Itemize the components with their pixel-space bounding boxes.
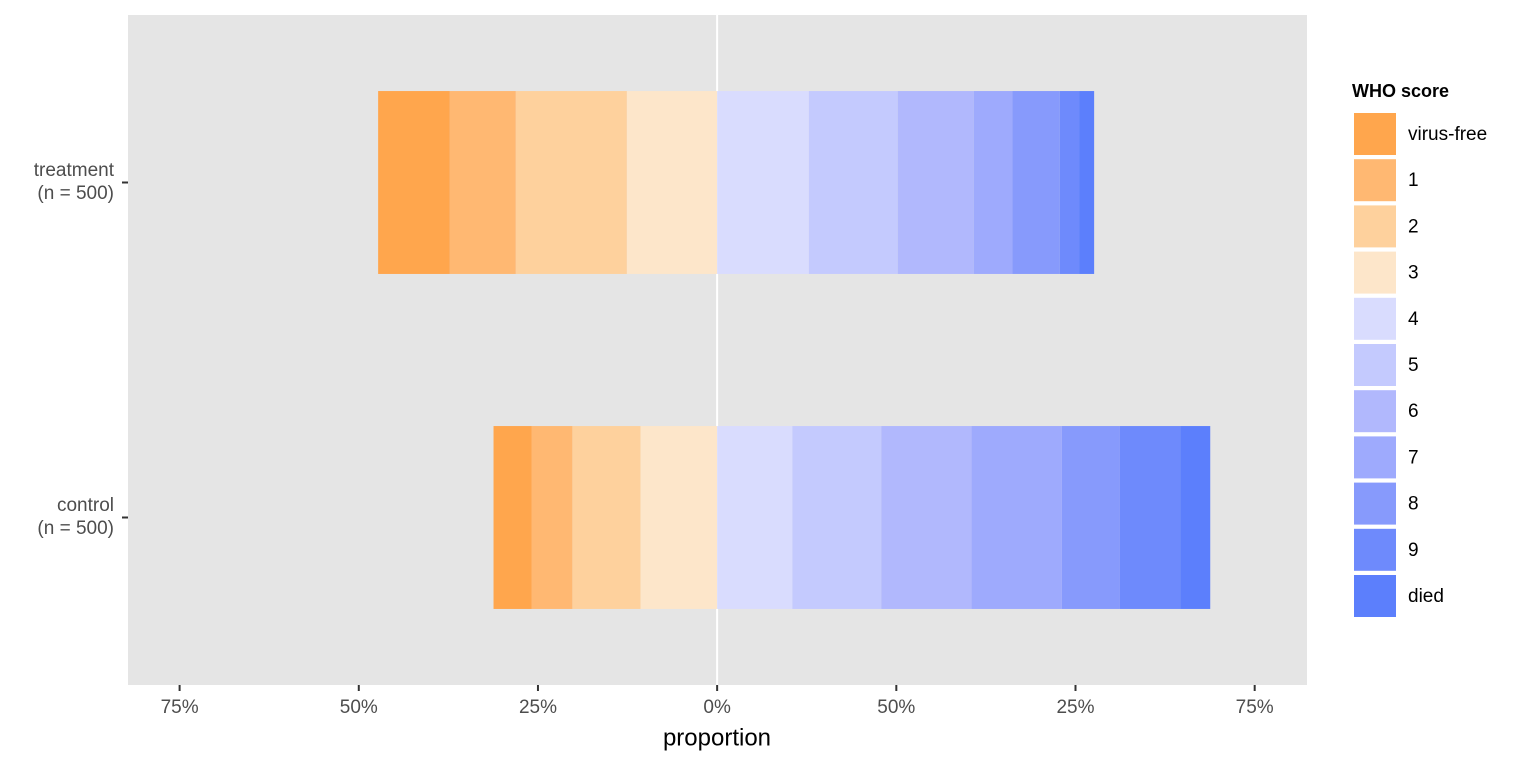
legend-key	[1352, 573, 1398, 619]
y-tick-label: control (n = 500)	[37, 495, 114, 539]
x-axis-title: proportion	[663, 724, 771, 751]
bar-segment	[1012, 91, 1060, 274]
bar-segment	[897, 91, 974, 274]
legend-key	[1352, 480, 1398, 527]
bar-segment	[973, 91, 1013, 274]
legend-label: 3	[1408, 263, 1419, 284]
bar-segment	[717, 91, 809, 274]
bar-segment	[971, 426, 1062, 609]
legend-key	[1352, 111, 1398, 157]
legend-label: 6	[1408, 401, 1419, 422]
x-tick-label: 75%	[1236, 697, 1274, 718]
legend-label: 1	[1408, 170, 1419, 191]
x-tick-label: 50%	[877, 697, 915, 718]
legend-key	[1352, 295, 1398, 342]
bar-segment	[792, 426, 882, 609]
bar-segment	[1061, 426, 1120, 609]
legend-key	[1352, 249, 1398, 296]
bar-segment	[531, 426, 573, 609]
legend-title: WHO score	[1352, 81, 1449, 101]
bar-segment	[1059, 91, 1080, 274]
bar-segment	[515, 91, 627, 274]
x-tick-label: 25%	[519, 697, 557, 718]
legend-label: 5	[1408, 355, 1419, 376]
legend-key	[1352, 342, 1398, 388]
legend-label: died	[1408, 586, 1444, 607]
x-tick-label: 75%	[161, 697, 199, 718]
legend-key	[1352, 388, 1398, 435]
legend-label: 4	[1408, 309, 1419, 330]
bar-segment	[881, 426, 972, 609]
legend-label: 8	[1408, 494, 1419, 515]
legend-key	[1352, 434, 1398, 481]
bar-segment	[572, 426, 641, 609]
bar-segment	[1079, 91, 1095, 274]
x-tick-label: 50%	[340, 697, 378, 718]
legend-label: virus-free	[1408, 124, 1487, 145]
bar-segment	[717, 426, 793, 609]
legend-key	[1352, 526, 1398, 573]
bar-segment	[1119, 426, 1181, 609]
legend-label: 2	[1408, 216, 1419, 237]
legend-label: 7	[1408, 447, 1419, 468]
x-tick-label: 25%	[1056, 697, 1094, 718]
bar-segment	[493, 426, 532, 609]
bar-segment	[378, 91, 450, 274]
legend-key	[1352, 157, 1398, 204]
bar-segment	[640, 426, 718, 609]
bar-segment	[626, 91, 718, 274]
y-tick-label: treatment (n = 500)	[34, 160, 115, 204]
bar-segment	[449, 91, 516, 274]
bar-segment	[808, 91, 898, 274]
bar-segment	[1180, 426, 1211, 609]
x-tick-label: 0%	[703, 697, 731, 718]
legend-label: 9	[1408, 540, 1419, 561]
legend-key	[1352, 203, 1398, 250]
